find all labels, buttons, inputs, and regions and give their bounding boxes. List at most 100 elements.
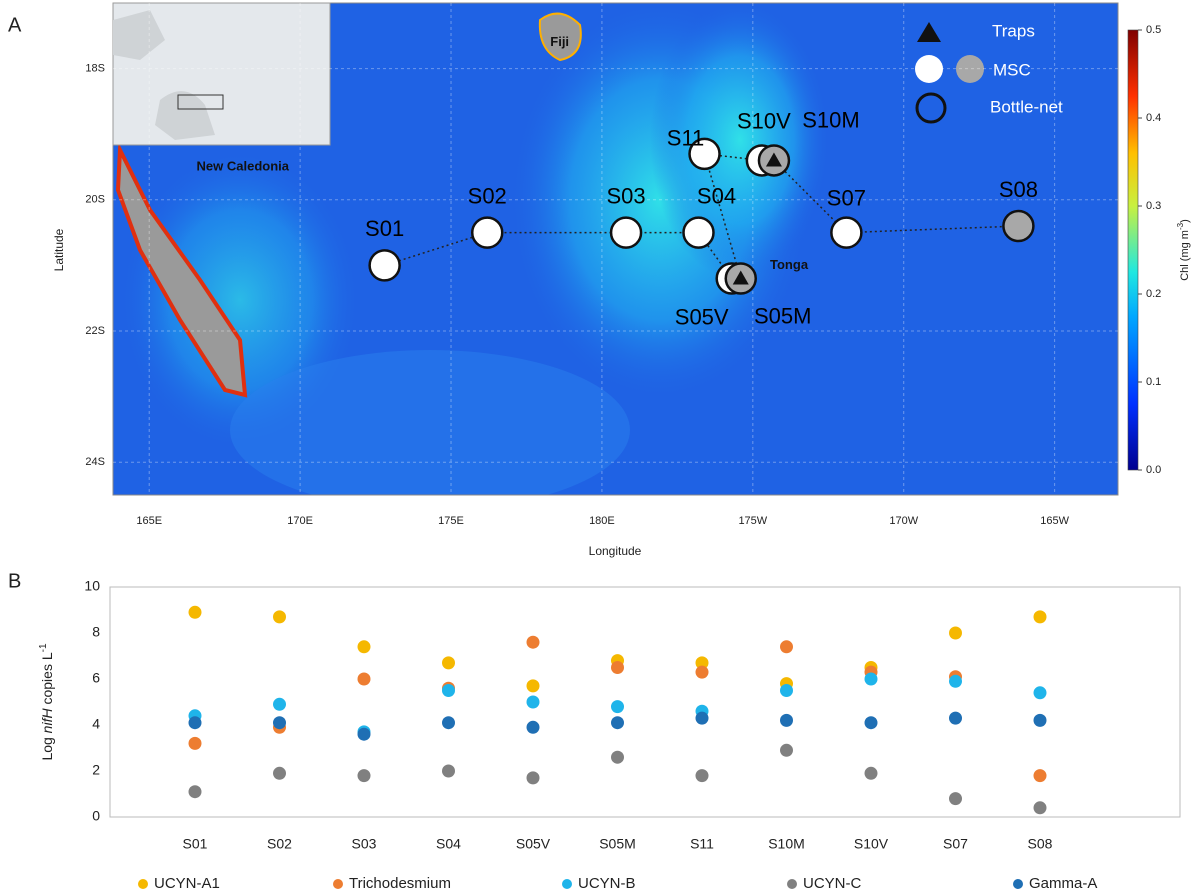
- station-marker: [688, 137, 721, 171]
- x-tick-label: S07: [943, 836, 968, 852]
- data-point: [273, 610, 286, 624]
- station-marker: [1002, 209, 1035, 243]
- y-tick-label: 6: [92, 670, 100, 686]
- data-point: [1033, 610, 1047, 624]
- legend-label: Trichodesmium: [349, 875, 451, 892]
- data-point: [526, 720, 540, 734]
- colorbar-tick-label: 0.5: [1146, 24, 1161, 36]
- data-point: [1033, 769, 1047, 783]
- x-tick-label: S11: [690, 836, 714, 852]
- data-point: [695, 656, 709, 670]
- data-point: [695, 711, 709, 725]
- trap-marker: [765, 152, 782, 167]
- data-point: [864, 672, 878, 686]
- place-label: New Caledonia: [197, 158, 290, 173]
- data-point: [526, 635, 540, 649]
- data-point: [780, 640, 793, 654]
- x-tick-label: 180E: [589, 515, 615, 527]
- legend-label: Bottle-net: [990, 97, 1063, 116]
- map-background: [113, 3, 1118, 495]
- station-marker: [609, 216, 643, 249]
- colorbar-tick-label: 0.0: [1146, 464, 1161, 476]
- panel-label: A: [8, 14, 22, 36]
- data-point: [188, 785, 202, 799]
- legend-marker: [333, 879, 343, 889]
- data-point: [188, 716, 202, 730]
- colorbar-label: Chl (mg m-3): [1176, 219, 1191, 281]
- map-frame: [112, 2, 1119, 496]
- x-tick-label: S02: [267, 836, 292, 852]
- station-label: S10M: [802, 107, 859, 132]
- station-label: S02: [468, 183, 507, 208]
- x-tick-label: S08: [1028, 836, 1053, 852]
- data-point: [188, 736, 202, 750]
- x-tick-label: S05V: [516, 836, 551, 852]
- map-legend: Traps MSC Bottle-net: [915, 21, 1063, 124]
- y-axis-label: Latitude: [52, 228, 66, 271]
- y-tick-label: 18S: [85, 63, 105, 75]
- station-label: S04: [697, 183, 736, 208]
- data-point: [273, 716, 286, 730]
- inset-map: [112, 2, 331, 146]
- station-label: S05M: [754, 303, 811, 328]
- y-tick-label: 2: [92, 762, 100, 778]
- station-label: S07: [827, 185, 866, 210]
- x-tick-label: 175E: [438, 515, 464, 527]
- legend-label: MSC: [993, 60, 1031, 79]
- y-tick-label: 22S: [85, 325, 105, 337]
- station-marker: [682, 216, 715, 249]
- x-axis-label: Longitude: [589, 544, 642, 558]
- data-point: [526, 695, 540, 709]
- data-point: [695, 769, 709, 783]
- data-point: [1033, 713, 1047, 727]
- legend-marker: [562, 879, 572, 889]
- colorbar-tick-label: 0.3: [1146, 200, 1161, 212]
- legend-marker: [1013, 879, 1023, 889]
- station-label: S03: [606, 183, 645, 208]
- plot-frame: [109, 586, 1181, 818]
- y-tick-label: 0: [92, 808, 100, 824]
- x-tick-label: S04: [436, 836, 461, 852]
- colorbar-tick-label: 0.2: [1146, 288, 1161, 300]
- trap-marker: [732, 270, 749, 285]
- cruise-track: [384, 153, 1019, 280]
- station-label: S01: [365, 216, 404, 241]
- legend-label: Gamma-A: [1029, 875, 1097, 892]
- colorbar-tick-label: 0.1: [1146, 376, 1161, 388]
- x-tick-label: 165W: [1040, 515, 1069, 527]
- station-marker: [470, 216, 504, 249]
- data-point: [357, 769, 371, 783]
- data-point: [357, 672, 371, 686]
- data-point: [780, 743, 793, 757]
- legend-label: UCYN-B: [578, 875, 636, 892]
- panel-label: B: [8, 570, 21, 592]
- data-point: [273, 766, 286, 780]
- data-point: [611, 716, 624, 730]
- station-label: S05V: [675, 304, 729, 329]
- data-point: [526, 771, 540, 785]
- y-tick-label: 8: [92, 624, 100, 640]
- place-label: Tonga: [770, 257, 809, 272]
- y-tick-label: 10: [84, 578, 100, 594]
- data-point: [949, 792, 962, 806]
- data-point: [949, 711, 962, 725]
- station-marker: [830, 216, 863, 249]
- x-tick-label: 175W: [738, 515, 767, 527]
- y-axis-label: Log nifH copies L-1: [38, 643, 55, 761]
- data-point: [526, 679, 540, 693]
- place-label: Fiji: [550, 34, 569, 49]
- x-tick-label: 170W: [889, 515, 918, 527]
- data-point: [442, 656, 455, 670]
- data-point: [611, 661, 624, 674]
- station-label: S11: [667, 126, 705, 151]
- data-point: [1033, 686, 1047, 700]
- x-tick-label: 170E: [287, 515, 313, 527]
- data-point: [442, 764, 455, 778]
- colorbar: [1127, 29, 1139, 471]
- y-tick-label: 24S: [85, 456, 105, 468]
- station-label: S08: [999, 177, 1038, 202]
- data-point: [188, 605, 202, 619]
- station-label: S10V: [737, 108, 791, 133]
- data-point: [1033, 801, 1047, 815]
- data-point: [442, 716, 455, 730]
